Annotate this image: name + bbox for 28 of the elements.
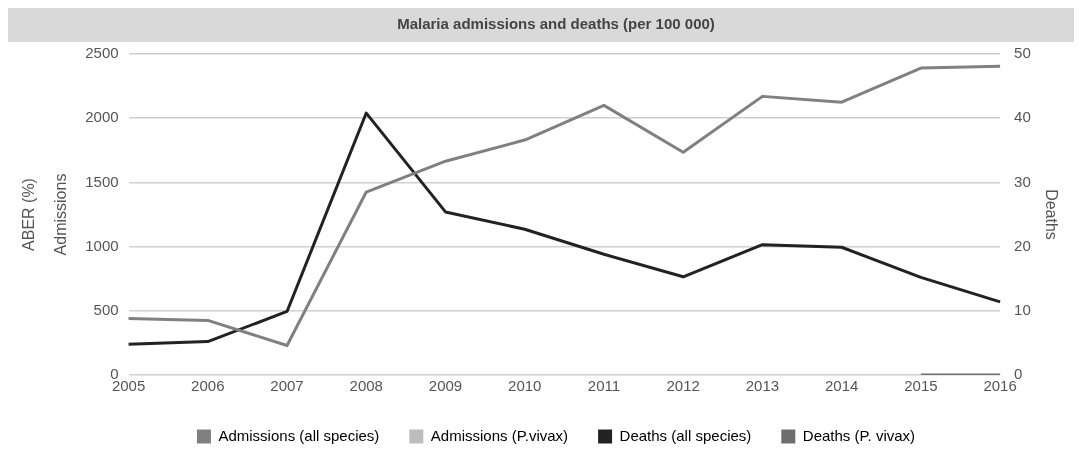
x-tick-label: 2012 bbox=[666, 377, 700, 395]
x-tick-label: 2014 bbox=[824, 377, 859, 395]
y2-tick-label: 10 bbox=[1014, 300, 1031, 318]
y2-tick-label: 50 bbox=[1014, 44, 1031, 62]
legend-label: Deaths (P. vivax) bbox=[802, 426, 916, 444]
y-tick-label: 1000 bbox=[85, 236, 119, 254]
legend-label: Admissions (all species) bbox=[218, 426, 380, 444]
y2-tick-label: 30 bbox=[1014, 172, 1031, 190]
x-tick-label: 2009 bbox=[428, 377, 463, 395]
text: ABER (%) bbox=[20, 178, 38, 251]
legend-label: Deaths (all species) bbox=[619, 426, 752, 444]
x-tick-label: 2011 bbox=[587, 377, 621, 395]
y-tick-label: 1500 bbox=[85, 172, 119, 190]
y-tick-label: 2500 bbox=[85, 44, 119, 62]
x-tick-label: 2008 bbox=[349, 377, 383, 395]
y2-tick-label: 40 bbox=[1014, 108, 1031, 126]
y-tick-label: 500 bbox=[93, 300, 119, 318]
chart-title: Malaria admissions and deaths (per 100 000) bbox=[397, 15, 715, 33]
y2-axis-title: Deaths bbox=[1042, 189, 1060, 240]
legend-label: Admissions (P.vivax) bbox=[430, 426, 569, 444]
x-tick-label: 2007 bbox=[270, 377, 304, 395]
y-axis-title: Admissions bbox=[52, 173, 70, 256]
y2-tick-label: 20 bbox=[1014, 236, 1031, 254]
y-tick-label: 2000 bbox=[85, 108, 119, 126]
x-tick-label: 2010 bbox=[508, 377, 542, 395]
x-tick-label: 2006 bbox=[191, 377, 225, 395]
x-tick-label: 2015 bbox=[904, 377, 938, 395]
x-tick-label: 2013 bbox=[745, 377, 780, 395]
